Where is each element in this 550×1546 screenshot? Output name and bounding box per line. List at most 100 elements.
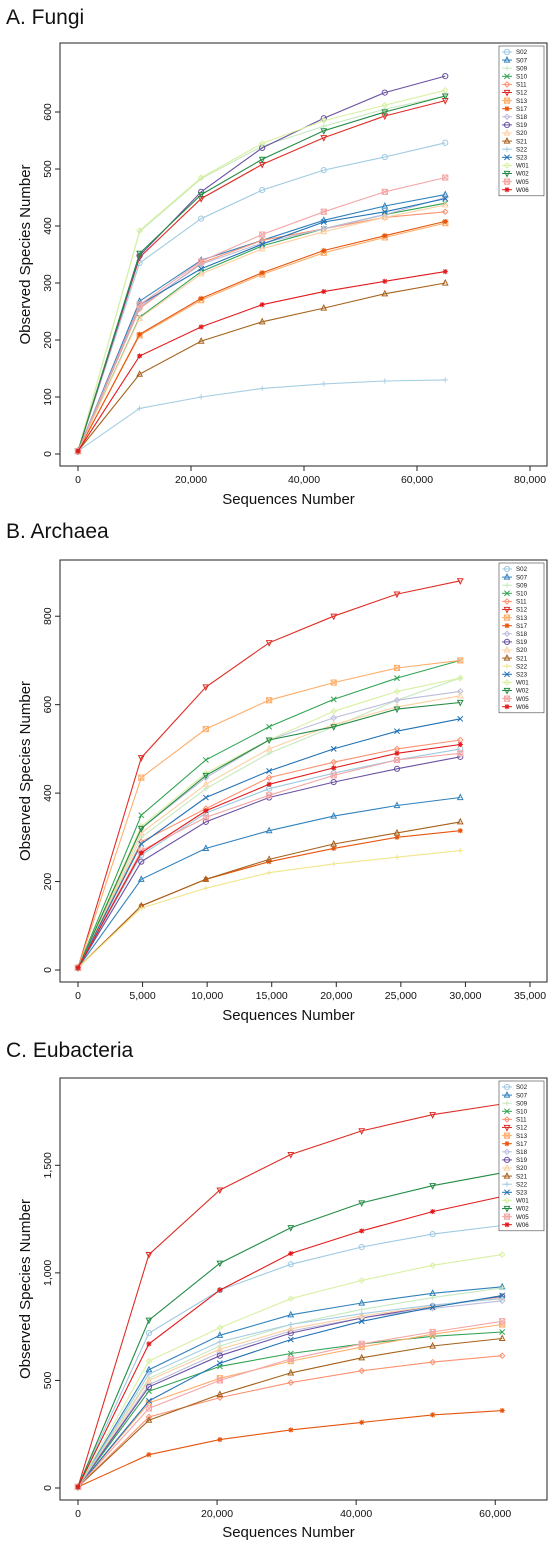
data-point (266, 870, 272, 876)
data-point (197, 269, 205, 277)
legend-entry: S18 (502, 1148, 528, 1156)
series-line (77, 850, 461, 969)
data-point (320, 208, 327, 215)
data-point (145, 1330, 153, 1337)
legend-marker-core (505, 188, 509, 192)
legend-label: S17 (516, 1141, 528, 1148)
data-point (381, 109, 389, 117)
data-point (331, 861, 337, 867)
legend-entry: W06 (502, 187, 529, 194)
legend-marker-core (505, 624, 509, 628)
data-point (330, 758, 338, 766)
chart-title: A. Fungi (6, 6, 84, 29)
legend-label: S19 (516, 122, 528, 129)
y-tick-label: 600 (42, 103, 54, 121)
legend-label: S20 (516, 647, 528, 654)
legend-marker (503, 1148, 511, 1156)
series-w01 (74, 1251, 506, 1491)
legend-entry: S19 (502, 1156, 528, 1164)
data-point (202, 725, 209, 733)
legend-entry: W02 (502, 1206, 529, 1213)
data-point (202, 684, 210, 692)
data-point (393, 591, 401, 599)
x-tick-label: 35,000 (514, 990, 546, 1002)
data-point (429, 1231, 436, 1238)
series-s13 (74, 657, 464, 971)
data-point-core (360, 1420, 364, 1424)
data-point (137, 875, 145, 882)
data-point (320, 219, 327, 225)
data-point (358, 1340, 365, 1347)
legend-label: W05 (516, 696, 529, 703)
legend-marker (503, 1132, 511, 1139)
data-point (136, 227, 143, 234)
series-line (77, 1337, 503, 1488)
legend-marker (504, 154, 510, 161)
x-tick-label: 60,000 (479, 1508, 511, 1520)
y-axis-label: Observed Species Number (17, 164, 34, 344)
data-point (321, 123, 327, 129)
data-point (287, 1261, 294, 1268)
series-s20 (74, 200, 449, 454)
data-point (394, 728, 400, 735)
data-point (136, 314, 144, 321)
data-point (287, 1225, 295, 1232)
data-point (216, 1345, 224, 1352)
legend-entry: S07 (502, 56, 528, 64)
data-point (330, 724, 338, 731)
legend-label: S13 (516, 98, 528, 105)
legend-label: S07 (516, 1092, 528, 1099)
y-tick-label: 600 (42, 696, 54, 714)
data-point (499, 1329, 506, 1335)
data-point-core (218, 1438, 222, 1441)
legend-label: S09 (516, 1100, 528, 1107)
y-tick-label: 200 (42, 331, 54, 349)
legend-marker (504, 1181, 510, 1187)
data-point-core (147, 1342, 151, 1346)
legend-label: S13 (516, 615, 528, 622)
chart-panel-1: A. Fungi 0 20,000 40,000 60,000 80,000 0 100 200… (6, 6, 548, 508)
legend-label: S22 (516, 146, 528, 153)
data-point (287, 1295, 295, 1302)
legend-marker (504, 590, 510, 597)
legend-marker-core (505, 1223, 509, 1227)
y-tick-label: 400 (42, 217, 54, 235)
data-point-core (458, 829, 462, 833)
data-point (136, 297, 144, 304)
legend-entry: S09 (502, 582, 528, 589)
series-s02 (74, 139, 449, 455)
legend-label: S19 (516, 639, 528, 646)
data-point (216, 1390, 224, 1397)
series-line (77, 142, 446, 452)
x-tick-label: 20,000 (201, 1508, 233, 1520)
legend-label: S18 (516, 114, 528, 121)
data-point (198, 258, 205, 265)
legend-marker (503, 573, 511, 580)
data-point (266, 697, 273, 704)
series-line (77, 95, 446, 452)
data-point (137, 825, 145, 833)
series-line (77, 1254, 503, 1488)
legend-entry: S13 (502, 97, 528, 105)
data-point (429, 1341, 437, 1349)
data-point-core (204, 809, 208, 813)
legend-label: W01 (516, 680, 529, 687)
legend-marker (503, 1156, 511, 1164)
data-point (456, 691, 464, 699)
legend-entry: S10 (502, 1108, 528, 1116)
data-point (265, 744, 273, 752)
series-line (77, 580, 461, 968)
data-point (202, 875, 210, 882)
data-point (259, 186, 266, 194)
legend-label: S12 (516, 1125, 528, 1132)
legend-entry: S10 (502, 73, 528, 81)
data-point (429, 1328, 436, 1336)
data-point (266, 792, 273, 799)
data-point-core (199, 325, 203, 329)
data-point (393, 801, 401, 809)
legend-entry: S20 (502, 1163, 528, 1172)
legend-marker (503, 137, 511, 144)
data-point (441, 278, 449, 286)
data-point (442, 72, 449, 80)
